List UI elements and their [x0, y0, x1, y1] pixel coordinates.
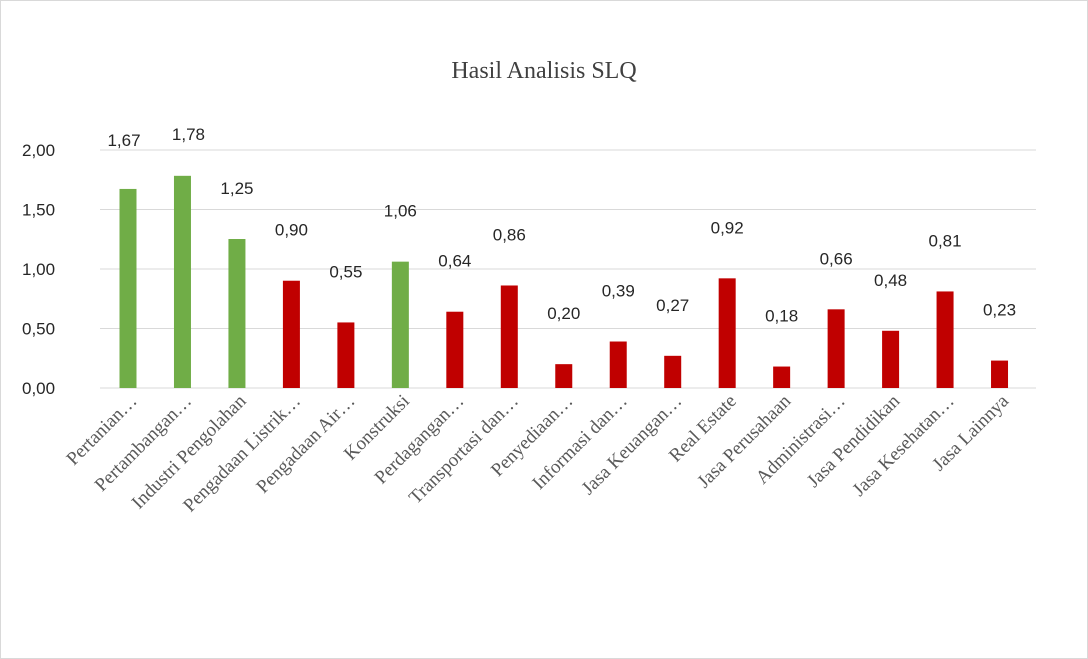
- data-label: 0,64: [438, 252, 471, 271]
- bar: [228, 239, 246, 388]
- y-tick-label: 2,00: [22, 141, 55, 160]
- data-label: 0,27: [656, 296, 689, 315]
- bar: [882, 330, 900, 388]
- bar: [555, 364, 573, 388]
- data-label: 0,20: [547, 304, 580, 323]
- data-label: 0,48: [874, 271, 907, 290]
- data-labels: 1,67 1,78 1,25 0,90 0,55 1,06 0,64 0,86 0,20 0,39…: [107, 125, 1016, 326]
- bar: [718, 278, 736, 388]
- data-label: 0,23: [983, 301, 1016, 320]
- chart-title: Hasil Analisis SLQ: [451, 58, 636, 84]
- bar: [936, 291, 954, 388]
- y-tick-label: 1,50: [22, 201, 55, 220]
- data-label: 0,39: [602, 282, 635, 301]
- bar: [664, 355, 682, 388]
- bar: [282, 280, 300, 388]
- bar: [446, 311, 464, 388]
- bars: [119, 175, 1009, 388]
- bar: [391, 261, 409, 388]
- bar: [173, 175, 191, 388]
- data-label: 0,86: [493, 225, 526, 244]
- y-axis-ticks: 2,00 1,50 1,00 0,50 0,00: [22, 141, 55, 398]
- bar: [337, 322, 355, 388]
- data-label: 1,06: [384, 202, 417, 221]
- bar: [119, 188, 137, 388]
- y-tick-label: 0,50: [22, 320, 55, 339]
- y-tick-label: 0,00: [22, 379, 55, 398]
- data-label: 0,18: [765, 307, 798, 326]
- bar: [500, 285, 518, 388]
- bar: [773, 366, 791, 388]
- data-label: 0,92: [711, 218, 744, 237]
- bar: [991, 360, 1009, 388]
- data-label: 0,81: [929, 231, 962, 250]
- data-label: 1,78: [172, 125, 205, 144]
- y-tick-label: 1,00: [22, 260, 55, 279]
- bar: [609, 341, 627, 388]
- data-label: 0,55: [329, 262, 362, 281]
- bar: [827, 309, 845, 388]
- data-label: 1,25: [220, 179, 253, 198]
- data-label: 0,90: [275, 221, 308, 240]
- data-label: 0,66: [820, 249, 853, 268]
- data-label: 1,67: [107, 131, 140, 150]
